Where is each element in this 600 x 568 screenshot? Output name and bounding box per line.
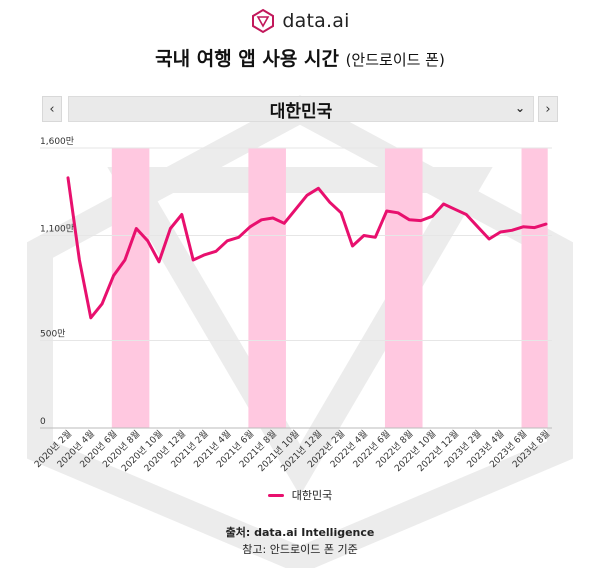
y-tick-label: 0 — [40, 417, 46, 427]
highlight-band-2 — [248, 148, 286, 428]
region-selected-value: 대한민국 — [269, 101, 333, 122]
title-sub: (안드로이드 폰) — [345, 51, 445, 69]
prev-button[interactable]: ‹ — [42, 96, 62, 122]
y-tick-label: 1,100만 — [40, 224, 74, 235]
region-nav: ‹ 대한민국 ⌄ › — [42, 96, 558, 122]
legend-label: 대한민국 — [291, 489, 333, 502]
highlight-band-4 — [521, 148, 548, 428]
page-title: 국내 여행 앱 사용 시간 (안드로이드 폰) — [0, 44, 600, 71]
brand-logo: data.ai — [0, 6, 600, 36]
next-button[interactable]: › — [538, 96, 558, 122]
brand-name: data.ai — [282, 10, 350, 32]
highlight-band-3 — [384, 148, 423, 428]
chevron-down-icon: ⌄ — [514, 101, 525, 115]
highlight-band-1 — [111, 148, 150, 428]
note-text: 참고: 안드로이드 폰 기준 — [242, 543, 358, 556]
title-main: 국내 여행 앱 사용 시간 — [155, 48, 339, 70]
data-ai-logo-icon — [252, 8, 275, 34]
legend-swatch — [267, 493, 284, 497]
legend: 대한민국 — [0, 487, 600, 503]
y-tick-label: 500만 — [40, 329, 65, 340]
series-line-korea — [66, 176, 548, 320]
footer: 출처: data.ai Intelligence 참고: 안드로이드 폰 기준 — [0, 524, 600, 558]
region-dropdown[interactable]: 대한민국 ⌄ — [68, 96, 534, 122]
y-tick-label: 1,600만 — [40, 136, 74, 147]
source-text: 출처: data.ai Intelligence — [225, 526, 375, 539]
